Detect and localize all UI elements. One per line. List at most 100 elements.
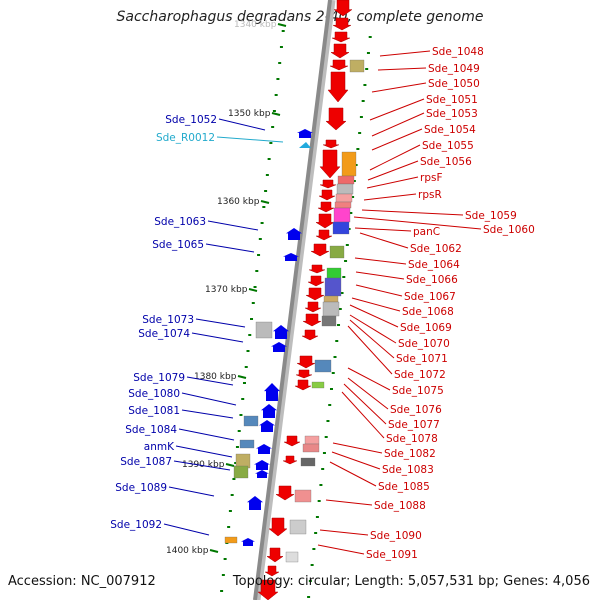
tick-mark (308, 580, 312, 582)
reverse-gene-arrow (327, 71, 349, 103)
gene-box (332, 221, 350, 235)
gene-label: anmK (144, 441, 175, 453)
gene-label-leader (369, 98, 425, 121)
tick-mark (220, 590, 224, 592)
gene-label: Sde_1083 (382, 464, 434, 476)
gene-box (233, 465, 249, 479)
tick-mark (342, 276, 346, 278)
gene-label: Sde_1054 (424, 124, 476, 136)
tick-mark (333, 356, 337, 358)
gene-label: Sde_1090 (370, 530, 422, 542)
tick-mark (221, 574, 225, 576)
gene-label-leader (349, 304, 399, 328)
gene-label-leader (332, 442, 383, 454)
gene-box (289, 519, 307, 535)
gene-label: Sde_1059 (465, 210, 517, 222)
gene-label-leader (343, 383, 387, 425)
gene-label-leader (354, 227, 412, 232)
reverse-gene-arrow (296, 355, 316, 369)
gene-label-leader (319, 529, 369, 536)
gene-label: Sde_1081 (128, 405, 180, 417)
reverse-gene-arrow (295, 369, 313, 379)
tick-mark (326, 420, 330, 422)
scale-label: 1370 kbp (205, 285, 248, 295)
gene-label-leader (367, 160, 419, 181)
tick-mark (307, 596, 311, 598)
gene-label: Sde_1067 (404, 291, 456, 303)
gene-label-leader (175, 445, 233, 458)
gene-box (334, 201, 352, 209)
tick-mark (331, 372, 335, 374)
gene-label: Sde_1085 (378, 481, 430, 493)
accession-label: Accession: NC_007912 (8, 574, 156, 589)
tick-mark (359, 116, 363, 118)
tick-mark (257, 254, 261, 256)
gene-box (329, 245, 345, 259)
tick-mark (310, 564, 314, 566)
reverse-gene-arrow (310, 243, 330, 257)
scale-tick (248, 288, 258, 292)
gene-labels: Sde_1052 Sde_1063 Sde_1065 Sde_1073 Sde_1074… (110, 46, 535, 561)
tick-mark (368, 36, 372, 38)
gene-label-leader (349, 319, 395, 359)
scale-label: 1350 kbp (228, 109, 271, 119)
tick-mark (315, 516, 319, 518)
tick-mark (230, 494, 234, 496)
tick-mark (345, 244, 349, 246)
gene-box (302, 443, 320, 453)
reverse-gene-arrow (333, 0, 353, 17)
forward-gene-arrow (261, 404, 277, 418)
reverse-gene-arrow (331, 31, 351, 43)
gene-label: Sde_1078 (386, 433, 438, 445)
tick-mark (235, 446, 239, 448)
tick-mark (250, 318, 254, 320)
gene-label-leader (371, 112, 425, 137)
gene-box (239, 439, 255, 449)
tick-mark (242, 382, 246, 384)
gene-label: Sde_1049 (428, 63, 480, 75)
gene-label-leader (361, 209, 464, 216)
tick-mark (248, 334, 252, 336)
gene-box (311, 381, 325, 389)
gene-box (322, 301, 340, 317)
scale-tick (277, 23, 287, 27)
forward-gene-arrow (264, 383, 280, 401)
scale-tick (209, 549, 219, 553)
tick-mark (361, 100, 365, 102)
gene-label-leader (218, 118, 266, 131)
tick-mark (335, 340, 339, 342)
gene-label: Sde_1084 (125, 424, 177, 436)
gene-label: Sde_1050 (428, 78, 480, 90)
gene-label-leader (173, 460, 231, 471)
map-title: Saccharophagus degradans 2-40, complete … (116, 9, 484, 25)
tick-mark (319, 484, 323, 486)
forward-gene-arrow (254, 460, 270, 470)
reverse-gene-arrow (308, 264, 326, 274)
scale-label: 1380 kbp (194, 372, 237, 382)
reverse-gene-arrow (318, 189, 336, 201)
forward-strand-genes (241, 129, 313, 546)
topology-summary: Topology: circular; Length: 5,057,531 bp… (232, 574, 590, 589)
gene-label-leader (369, 144, 421, 171)
gene-box (335, 193, 353, 203)
scale-tick (237, 375, 247, 379)
gene-box (341, 151, 357, 177)
scale-label: 1400 kbp (166, 546, 209, 556)
gene-label: Sde_1079 (133, 372, 185, 384)
gene-label: Sde_1051 (426, 94, 478, 106)
gene-box (294, 489, 312, 503)
tick-mark (239, 414, 243, 416)
scale-label: 1340 kbp (234, 20, 277, 30)
gene-label: Sde_1091 (366, 549, 418, 561)
gene-label: Sde_1071 (396, 353, 448, 365)
reverse-gene-arrow (304, 301, 322, 313)
tick-mark (267, 158, 271, 160)
forward-gene-arrow (241, 538, 255, 546)
gene-label-leader (181, 392, 237, 406)
scale-labels: 1340 kbp 1350 kbp 1360 kbp 1370 kbp 1380 kbp… (166, 20, 287, 556)
gene-box (285, 551, 299, 563)
reverse-strand-genes (257, 0, 353, 600)
reverse-gene-arrow (283, 435, 301, 447)
reverse-gene-arrow (322, 139, 340, 149)
tick-guides (220, 30, 372, 598)
